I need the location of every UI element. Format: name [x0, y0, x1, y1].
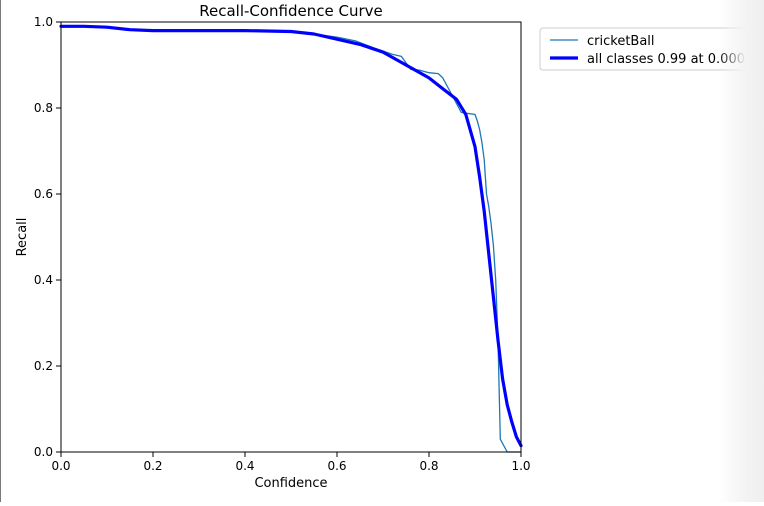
x-tick-label: 0.0: [51, 459, 70, 473]
y-tick-label: 0.0: [34, 445, 53, 459]
y-tick-label: 0.8: [34, 101, 53, 115]
x-tick-label: 0.6: [327, 459, 346, 473]
x-tick-label: 1.0: [511, 459, 530, 473]
x-tick-label: 0.4: [235, 459, 254, 473]
series-layer: [59, 24, 523, 453]
legend-label-all-classes: all classes 0.99 at 0.000: [587, 52, 745, 67]
plot-area: [59, 21, 523, 453]
plot-background: [61, 22, 521, 452]
y-tick-label: 0.4: [34, 273, 53, 287]
y-tick-label: 1.0: [34, 15, 53, 29]
x-axis-ticks: 0.0 0.2 0.4 0.6 0.8 1.0: [51, 452, 531, 473]
plot-frame: [60, 21, 522, 453]
y-tick-label: 0.2: [34, 359, 53, 373]
window-edge-shadow: [718, 0, 764, 502]
x-tick-label: 0.8: [419, 459, 438, 473]
legend-label-cricketball: cricketBall: [587, 34, 655, 49]
chart-title: Recall-Confidence Curve: [199, 2, 383, 20]
y-axis-label: Recall: [15, 218, 30, 257]
x-axis-label: Confidence: [254, 476, 327, 491]
y-tick-label: 0.6: [34, 187, 53, 201]
x-tick-label: 0.2: [143, 459, 162, 473]
y-axis-ticks: 0.0 0.2 0.4 0.6 0.8 1.0: [34, 15, 61, 459]
series-line-all-classes: [59, 24, 523, 448]
window-left-border: [0, 0, 1, 502]
